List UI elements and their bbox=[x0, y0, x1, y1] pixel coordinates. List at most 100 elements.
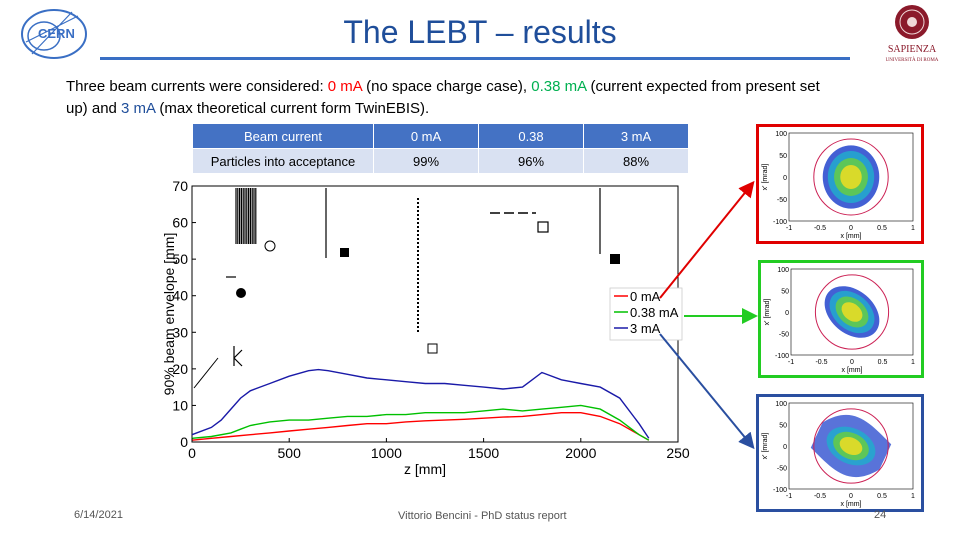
inset-y-tick-label: 100 bbox=[775, 401, 787, 408]
phase-space-inset-3ma: 100 50 0 -50 -100 -1 -0.5 0 0.5 1 x [mm] x' [mrad] bbox=[756, 394, 924, 512]
table-header-cell: 3 mA bbox=[583, 123, 689, 149]
phase-space-inset-038ma: 100 50 0 -50 -100 -1 -0.5 0 0.5 1 x [mm] x' [mrad] bbox=[758, 260, 924, 378]
inset-y-tick-label: -50 bbox=[779, 332, 789, 339]
footer-page-number: 24 bbox=[874, 509, 887, 521]
inset-y-tick-label: 100 bbox=[777, 267, 789, 274]
table-cell: 96% bbox=[478, 148, 584, 174]
x-axis-label: z [mm] bbox=[404, 461, 446, 477]
intro-paragraph: Three beam currents were considered: 0 m… bbox=[66, 76, 826, 120]
element-marker bbox=[264, 240, 276, 252]
y-tick-label: 10 bbox=[172, 397, 188, 413]
series-line bbox=[191, 404, 650, 441]
footer-date: 6/14/2021 bbox=[74, 509, 123, 521]
inset-x-tick-label: -0.5 bbox=[814, 493, 826, 500]
inset-y-tick-label: 0 bbox=[783, 444, 787, 451]
inset-x-tick-label: 0 bbox=[849, 225, 853, 232]
plot-frame bbox=[191, 185, 679, 443]
inset-x-tick-label: 1 bbox=[911, 225, 915, 232]
y-axis-label: 90% beam envelope [mm] bbox=[161, 233, 177, 396]
inset-y-axis-label: x' [mrad] bbox=[762, 164, 769, 191]
particle-cloud bbox=[810, 414, 892, 478]
legend-label: 3 mA bbox=[630, 321, 661, 336]
particle-density bbox=[841, 302, 863, 322]
acceptance-ellipse bbox=[814, 274, 890, 350]
phase-space-plot: 100 50 0 -50 -100-1 -0.5 0 0.5 1 x [mm] x' [mrad] bbox=[764, 267, 915, 374]
table-header-cell: 0.38 bbox=[478, 123, 584, 149]
inset-y-tick-label: -50 bbox=[777, 466, 787, 473]
sapienza-logo-subtext: UNIVERSITÀ DI ROMA bbox=[886, 57, 939, 63]
table-row: Particles into acceptance 99% 96% 88% bbox=[192, 148, 689, 174]
inset-y-tick-label: -100 bbox=[773, 487, 787, 494]
inset-x-tick-label: -1 bbox=[786, 493, 792, 500]
inset-x-tick-label: 1 bbox=[911, 359, 915, 366]
intro-current-2: 3 mA bbox=[121, 100, 156, 117]
inset-y-tick-label: 100 bbox=[775, 131, 787, 138]
slide-title: The LEBT – results bbox=[343, 14, 617, 50]
particle-density bbox=[840, 164, 862, 190]
intro-text-3: (current expected from present set up) a… bbox=[66, 78, 820, 117]
acceptance-table-wrap: Beam current 0 mA 0.38 3 mA Particles in… bbox=[192, 123, 689, 174]
y-tick-label: 20 bbox=[172, 361, 188, 377]
cern-logo: CERN bbox=[21, 9, 87, 59]
intro-text-4: (max theoretical current form TwinEBIS). bbox=[155, 100, 430, 117]
inset-x-axis-label: x [mm] bbox=[841, 233, 862, 240]
table-header-cell: Beam current bbox=[192, 123, 374, 149]
particle-cloud bbox=[822, 145, 880, 209]
sapienza-logo-text: SAPIENZA bbox=[888, 44, 937, 55]
inset-y-tick-label: 50 bbox=[781, 289, 789, 296]
footer-author: Vittorio Bencini - PhD status report bbox=[398, 510, 567, 522]
element-marker bbox=[340, 248, 349, 257]
inset-x-tick-label: -1 bbox=[786, 225, 792, 232]
x-tick-label: 250 bbox=[666, 445, 690, 461]
element-marker bbox=[236, 288, 246, 298]
x-tick-label: 1000 bbox=[371, 445, 402, 461]
element-marker bbox=[610, 254, 620, 264]
y-tick-label: 50 bbox=[172, 251, 188, 267]
envelope-plot-area: 0 10 20 30 40 50 60 70 0 500 1000 1500 2000 250 z [mm]… bbox=[161, 178, 690, 477]
inset-x-tick-label: 1 bbox=[911, 493, 915, 500]
y-tick-label: 60 bbox=[172, 215, 188, 231]
intro-current-1: 0.38 mA bbox=[531, 78, 587, 95]
inset-x-tick-label: -0.5 bbox=[815, 359, 827, 366]
inset-x-tick-label: 0 bbox=[849, 493, 853, 500]
inset-y-tick-label: 50 bbox=[779, 423, 787, 430]
table-cell: 88% bbox=[583, 148, 689, 174]
legend-label: 0 mA bbox=[630, 289, 661, 304]
table-cell: Particles into acceptance bbox=[192, 148, 374, 174]
arrow-to-blue-inset bbox=[659, 333, 755, 450]
inset-y-axis-label: x' [mrad] bbox=[762, 433, 769, 460]
element-marker bbox=[193, 357, 219, 389]
legend-label: 0.38 mA bbox=[630, 305, 679, 320]
phase-space-inset-0ma: 100 50 0 -50 -100 -1 -0.5 0 0.5 1 x [mm] x' [mrad] bbox=[756, 124, 924, 244]
inset-x-tick-label: -0.5 bbox=[814, 225, 826, 232]
table-header-row: Beam current 0 mA 0.38 3 mA bbox=[192, 123, 689, 149]
x-tick-label: 2000 bbox=[565, 445, 596, 461]
inset-x-tick-label: 0 bbox=[850, 359, 854, 366]
particle-density bbox=[839, 437, 863, 455]
inset-y-tick-label: -100 bbox=[775, 353, 789, 360]
inset-x-tick-label: -1 bbox=[788, 359, 794, 366]
cern-logo-text: CERN bbox=[38, 26, 75, 41]
inset-y-tick-label: -100 bbox=[773, 219, 787, 226]
phase-space-plot: 100 50 0 -50 -100-1 -0.5 0 0.5 1 x [mm] x' [mrad] bbox=[762, 131, 915, 240]
inset-x-tick-label: 0.5 bbox=[877, 493, 887, 500]
intro-current-0: 0 mA bbox=[327, 78, 362, 95]
intro-text-2: (no space charge case), bbox=[361, 78, 532, 95]
element-marker bbox=[427, 343, 438, 354]
table-cell: 99% bbox=[373, 148, 479, 174]
arrow-to-red-inset bbox=[659, 180, 755, 299]
intro-text-1: Three beam currents were considered: bbox=[66, 78, 328, 95]
title-underline bbox=[100, 57, 850, 60]
inset-y-axis-label: x' [mrad] bbox=[764, 299, 771, 326]
element-marker bbox=[537, 221, 549, 233]
inset-x-axis-label: x [mm] bbox=[841, 501, 862, 508]
series-line bbox=[191, 368, 650, 439]
inset-x-tick-label: 0.5 bbox=[878, 359, 888, 366]
acceptance-ellipse bbox=[813, 138, 889, 216]
inset-y-tick-label: 0 bbox=[785, 310, 789, 317]
y-tick-label: 0 bbox=[180, 434, 188, 450]
inset-x-tick-label: 0.5 bbox=[877, 225, 887, 232]
x-tick-label: 1500 bbox=[468, 445, 499, 461]
series-line bbox=[191, 412, 650, 441]
